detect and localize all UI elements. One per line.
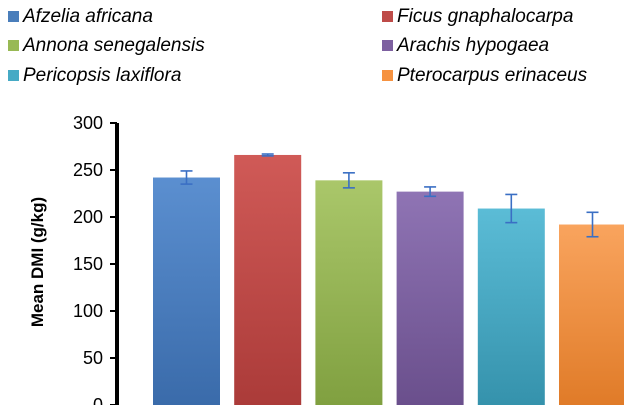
error-bar <box>261 153 274 157</box>
y-tick-label: 150 <box>73 254 103 274</box>
bar <box>477 208 545 405</box>
error-bar <box>342 172 355 189</box>
error-bar <box>505 193 518 224</box>
legend-swatch <box>8 11 19 22</box>
bar <box>559 224 624 405</box>
legend: Afzelia africana Ficus gnaphalocarpa Annon… <box>8 6 588 86</box>
legend-label: Afzelia africana <box>22 6 153 27</box>
error-bar <box>586 211 599 238</box>
y-axis-ticks: 0 50 100 150 200 250 300 <box>73 113 117 405</box>
legend-label: Ficus gnaphalocarpa <box>397 6 573 27</box>
legend-swatch <box>382 70 393 81</box>
bar <box>153 177 220 405</box>
legend-swatch <box>382 11 393 22</box>
legend-label: Pericopsis laxiflora <box>23 65 181 86</box>
y-axis-title: Mean DMI (g/kg) <box>28 197 47 327</box>
error-bar <box>180 170 193 185</box>
bar <box>396 191 464 405</box>
legend-swatch <box>8 70 19 81</box>
y-tick-label: 0 <box>93 395 103 405</box>
bars <box>153 153 624 405</box>
legend-label: Annona senegalensis <box>22 35 205 56</box>
error-bar <box>424 186 437 198</box>
y-tick-label: 200 <box>73 207 103 227</box>
y-tick-label: 50 <box>83 348 103 368</box>
y-tick-label: 250 <box>73 160 103 180</box>
y-tick-label: 100 <box>73 301 103 321</box>
legend-swatch <box>382 40 393 51</box>
legend-label: Pterocarpus erinaceus <box>397 65 588 86</box>
legend-label: Arachis hypogaea <box>396 35 549 56</box>
bar <box>315 180 383 405</box>
y-tick-label: 300 <box>73 113 103 133</box>
bar <box>234 154 302 405</box>
legend-swatch <box>8 40 19 51</box>
